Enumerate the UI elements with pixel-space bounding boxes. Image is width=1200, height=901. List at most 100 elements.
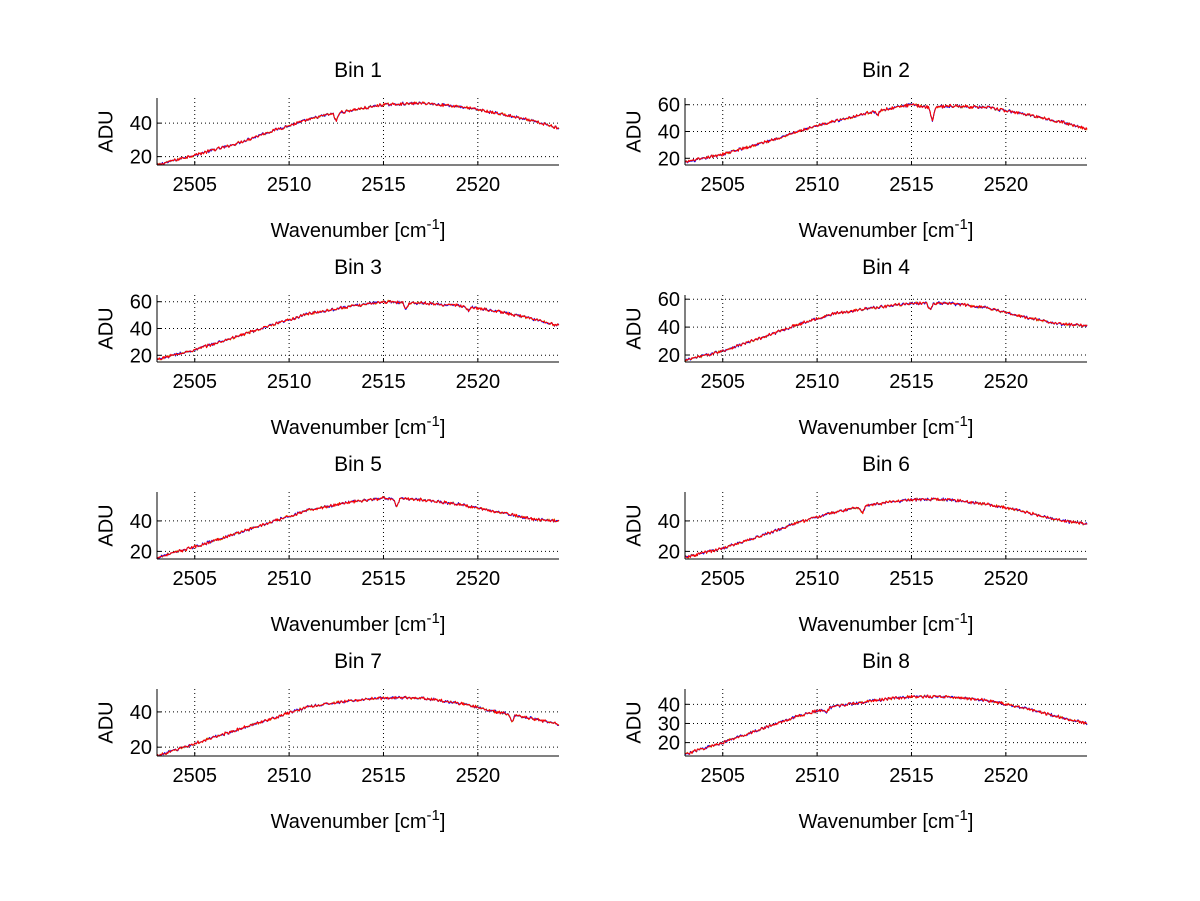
y-tick-label: 20: [130, 737, 152, 759]
x-tick-label: 2520: [984, 174, 1029, 196]
x-axis-label: Wavenumber [cm-1]: [799, 807, 974, 834]
x-axis-label: Wavenumber [cm-1]: [799, 610, 974, 637]
x-tick-label: 2520: [456, 371, 501, 393]
y-tick-label: 20: [130, 345, 152, 367]
y-axis-label: ADU: [623, 110, 645, 152]
y-tick-label: 40: [130, 113, 152, 135]
subplot-bin-4: 2505 2510 2515 2520 20 40 60 Bin 4 Wavenumber [c…: [623, 256, 1088, 440]
x-axis-label: Wavenumber [cm-1]: [271, 216, 446, 243]
x-tick-label: 2515: [889, 568, 934, 590]
x-tick-label: 2505: [172, 568, 217, 590]
x-tick-label: 2515: [889, 371, 934, 393]
y-axis-label: ADU: [95, 504, 117, 546]
series-line-3: [156, 300, 560, 361]
x-tick-label: 2515: [361, 765, 406, 787]
x-tick-label: 2510: [795, 371, 840, 393]
x-tick-label: 2505: [172, 174, 217, 196]
y-tick-label: 40: [658, 317, 680, 339]
subplot-bin-5: 2505 2510 2515 2520 20 40 Bin 5 Wavenumber [cm-…: [95, 453, 560, 637]
series-line-2: [156, 496, 560, 559]
x-tick-label: 2515: [361, 568, 406, 590]
x-axis-label: Wavenumber [cm-1]: [799, 216, 974, 243]
y-axis-label: ADU: [623, 504, 645, 546]
subplot-title: Bin 3: [334, 256, 382, 279]
subplot-title: Bin 2: [862, 59, 910, 82]
y-axis-label: ADU: [95, 701, 117, 743]
subplot-title: Bin 4: [862, 256, 910, 279]
y-tick-label: 60: [130, 292, 152, 314]
subplot-title: Bin 6: [862, 453, 910, 476]
x-tick-label: 2515: [889, 765, 934, 787]
y-tick-label: 30: [658, 713, 680, 735]
x-tick-label: 2505: [700, 174, 745, 196]
series-line-2: [684, 103, 1088, 164]
x-tick-label: 2515: [361, 371, 406, 393]
x-tick-label: 2520: [984, 568, 1029, 590]
subplot-bin-1: 2505 2510 2515 2520 20 40 Bin 1 Wavenumber [cm-…: [95, 59, 560, 243]
x-tick-label: 2520: [984, 371, 1029, 393]
y-tick-label: 40: [130, 511, 152, 533]
y-tick-label: 40: [130, 702, 152, 724]
x-tick-label: 2510: [267, 765, 312, 787]
series-line-3: [684, 497, 1088, 559]
x-tick-label: 2510: [795, 174, 840, 196]
x-tick-label: 2505: [172, 371, 217, 393]
series-line-1: [684, 694, 1088, 755]
series-line-2: [156, 101, 560, 166]
y-tick-label: 40: [658, 511, 680, 533]
x-tick-label: 2520: [456, 765, 501, 787]
series-line-2: [684, 497, 1088, 558]
y-tick-label: 60: [658, 95, 680, 117]
subplot-bin-3: 2505 2510 2515 2520 20 40 60 Bin 3 Wavenumber [c…: [95, 256, 560, 440]
y-tick-label: 20: [658, 148, 680, 170]
series-line-1: [156, 299, 560, 361]
y-tick-label: 20: [658, 345, 680, 367]
series-line-1: [156, 101, 560, 166]
y-axis-label: ADU: [623, 307, 645, 349]
y-tick-label: 20: [658, 733, 680, 755]
series-line-1: [684, 301, 1088, 362]
x-tick-label: 2520: [456, 568, 501, 590]
y-tick-label: 20: [130, 147, 152, 169]
y-axis-label: ADU: [95, 307, 117, 349]
subplot-title: Bin 5: [334, 453, 382, 476]
x-tick-label: 2515: [889, 174, 934, 196]
x-tick-label: 2510: [267, 568, 312, 590]
series-line-1: [156, 495, 560, 560]
y-tick-label: 60: [658, 289, 680, 311]
x-tick-label: 2505: [700, 371, 745, 393]
x-tick-label: 2515: [361, 174, 406, 196]
series-line-3: [684, 694, 1088, 755]
y-axis-label: ADU: [623, 701, 645, 743]
y-tick-label: 20: [658, 541, 680, 563]
series-line-3: [156, 496, 560, 559]
subplot-bin-6: 2505 2510 2515 2520 20 40 Bin 6 Wavenumber [cm-…: [623, 453, 1088, 637]
subplot-title: Bin 7: [334, 650, 382, 673]
x-axis-label: Wavenumber [cm-1]: [271, 413, 446, 440]
x-tick-label: 2505: [172, 765, 217, 787]
x-tick-label: 2510: [795, 765, 840, 787]
series-line-3: [684, 301, 1088, 362]
x-axis-label: Wavenumber [cm-1]: [799, 413, 974, 440]
x-tick-label: 2520: [456, 174, 501, 196]
x-tick-label: 2510: [267, 371, 312, 393]
x-tick-label: 2520: [984, 765, 1029, 787]
x-axis-label: Wavenumber [cm-1]: [271, 807, 446, 834]
x-axis-label: Wavenumber [cm-1]: [271, 610, 446, 637]
series-line-1: [684, 497, 1088, 559]
y-tick-label: 40: [130, 319, 152, 341]
series-line-2: [684, 301, 1088, 361]
series-line-3: [156, 695, 560, 757]
x-tick-label: 2505: [700, 568, 745, 590]
subplot-bin-7: 2505 2510 2515 2520 20 40 Bin 7 Wavenumber [cm-…: [95, 650, 560, 834]
y-tick-label: 40: [658, 122, 680, 144]
y-tick-label: 40: [658, 694, 680, 716]
x-tick-label: 2505: [700, 765, 745, 787]
subplot-title: Bin 8: [862, 650, 910, 673]
y-tick-label: 20: [130, 541, 152, 563]
y-axis-label: ADU: [95, 110, 117, 152]
series-line-3: [684, 103, 1088, 163]
